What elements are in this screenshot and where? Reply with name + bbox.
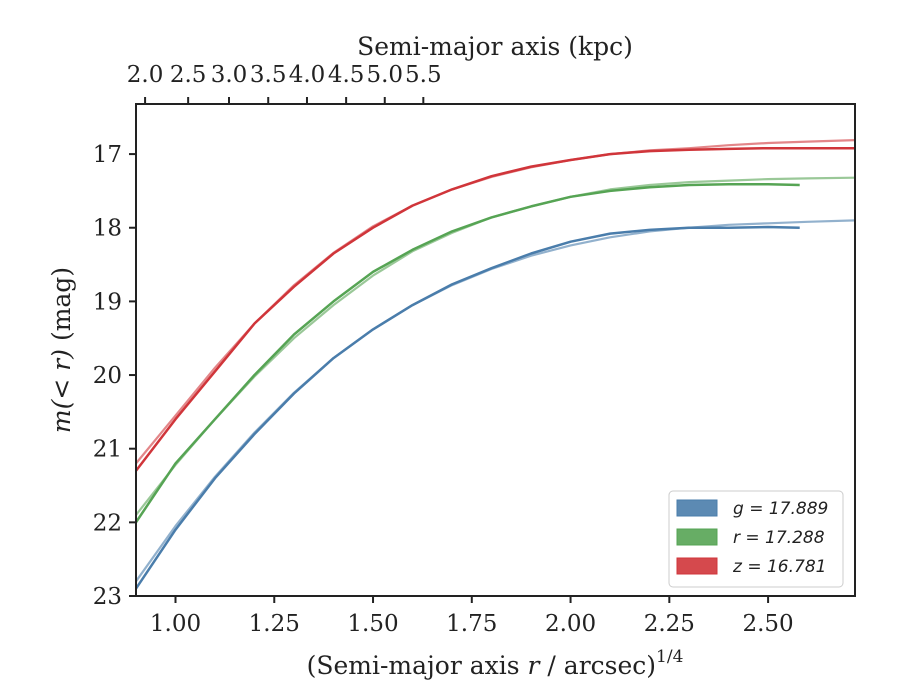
x-tick-label: 2.00 [545,611,596,637]
x-tick-label: 1.75 [446,611,497,637]
x-axis-title-mid: / arcsec) [539,651,656,680]
top-tick-label: 5.5 [405,62,442,88]
legend-swatch-z [676,557,718,575]
top-tick-label: 2.0 [127,62,164,88]
legend-label-z: z = 16.781 [732,557,826,577]
top-tick-label: 3.5 [250,62,287,88]
x-tick-label: 1.50 [347,611,398,637]
x-tick-label: 1.00 [150,611,201,637]
x-axis-title-prefix: (Semi-major axis [307,651,528,680]
x-axis-title: (Semi-major axis r / arcsec)1/4 [307,647,684,680]
top-axis-title: Semi-major axis (kpc) [357,32,633,61]
x-tick-label: 2.25 [644,611,695,637]
legend-swatch-g [676,499,718,517]
y-axis-title: m(< r) (mag) [47,267,76,433]
x-axis-title-exponent: 1/4 [656,647,683,667]
series-z-model-line [136,139,855,465]
top-tick-label: 2.5 [170,62,207,88]
legend-label-r: r = 17.288 [733,528,825,548]
top-tick-label: 4.5 [328,62,365,88]
y-tick-label: 20 [93,363,122,389]
top-tick-label: 4.0 [289,62,326,88]
y-tick-label: 22 [93,510,122,536]
y-axis-title-expr: (< r) [47,349,76,409]
bottom-x-axis: 1.00 1.25 1.50 1.75 2.00 2.25 2.50 [150,596,794,637]
y-tick-label: 17 [93,142,122,168]
x-tick-label: 2.50 [742,611,793,637]
legend: g = 17.889 r = 17.288 z = 16.781 [668,490,844,588]
y-axis-title-unit: (mag) [47,267,76,349]
top-x-axis: 2.0 2.5 3.0 3.5 4.0 4.5 5.0 5.5 [127,62,442,104]
top-tick-label: 3.0 [211,62,248,88]
y-axis: 17 18 19 20 21 22 23 [93,142,136,610]
y-tick-label: 19 [93,289,122,315]
top-tick-label: 5.0 [366,62,403,88]
y-tick-label: 21 [93,437,122,463]
series-r-data-line [136,183,800,523]
y-tick-label: 18 [93,216,122,242]
legend-swatch-r [676,528,718,546]
series-z-data-line [136,146,855,472]
x-tick-label: 1.25 [249,611,300,637]
series-g-data-line [136,225,800,590]
y-tick-label: 23 [93,584,122,610]
x-axis-title-var: r [528,651,542,680]
plot-area-frame [135,103,856,597]
series-layer [136,139,855,590]
y-axis-title-var: m [47,409,76,433]
legend-label-g: g = 17.889 [733,499,828,519]
